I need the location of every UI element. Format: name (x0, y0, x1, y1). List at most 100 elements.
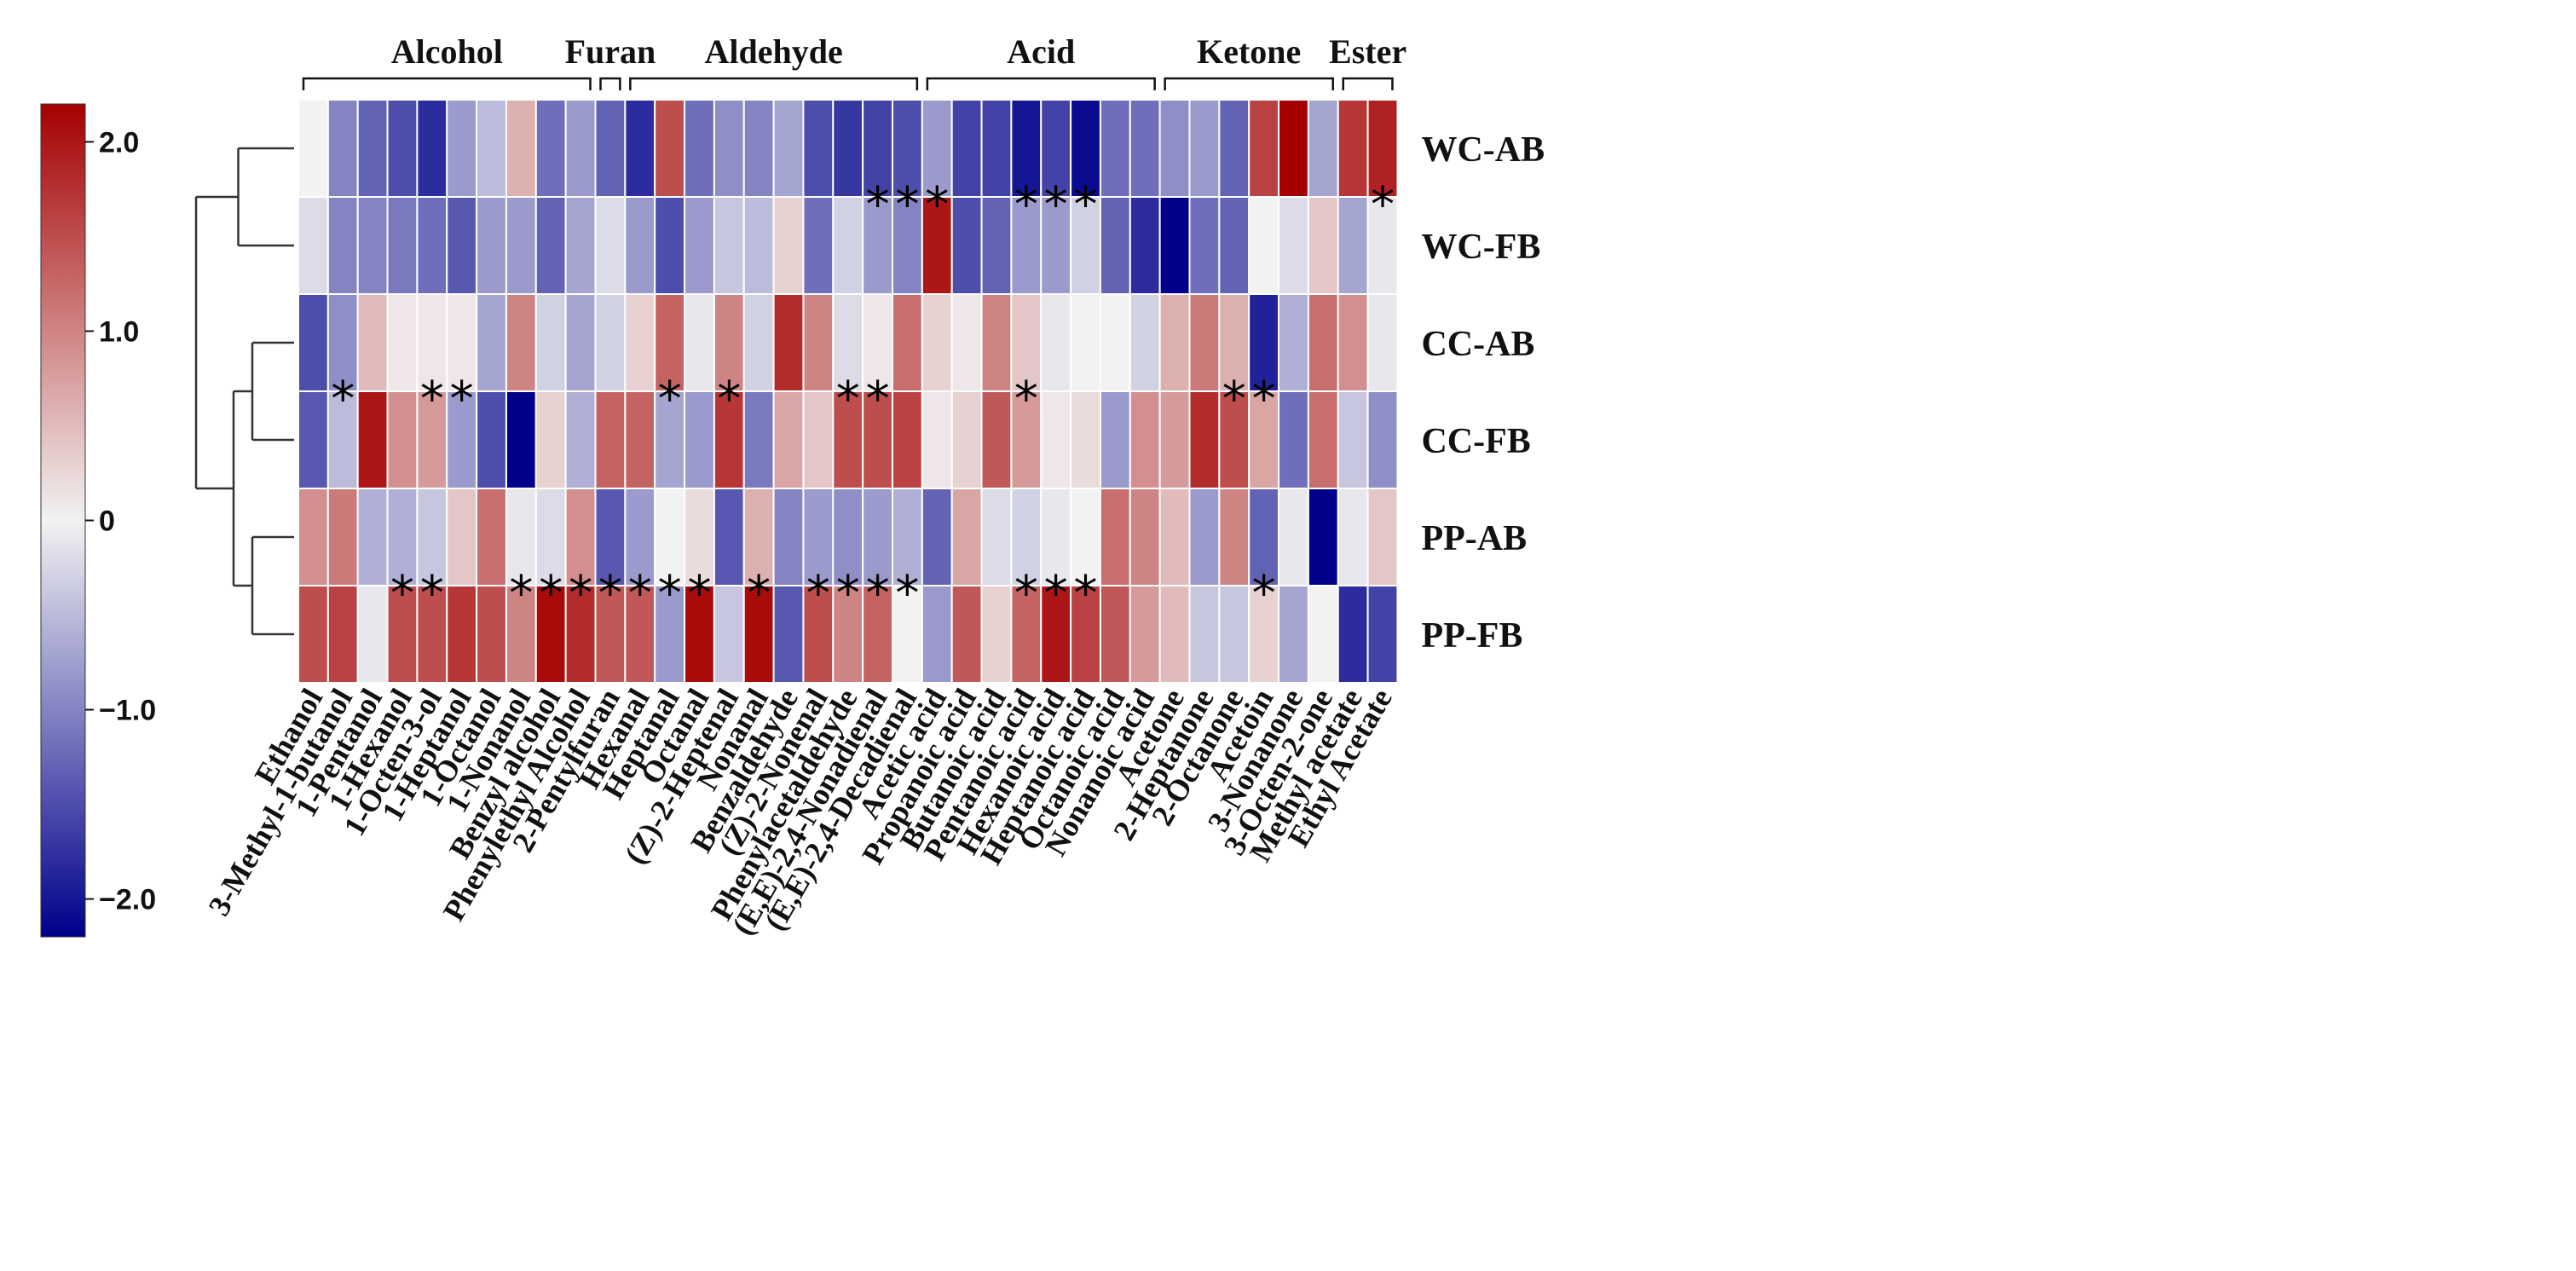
heatmap-cell (832, 196, 864, 295)
heatmap-cell (446, 99, 478, 198)
heatmap-cell (1307, 293, 1339, 392)
heatmap-cell (742, 585, 775, 684)
heatmap-cell (832, 390, 864, 489)
heatmap-cell (326, 293, 359, 392)
heatmap-cell (1129, 390, 1161, 489)
significance-asterisk: * (925, 177, 949, 233)
heatmap-cell (505, 293, 537, 392)
heatmap-cell (564, 390, 597, 489)
group-label: Alcohol (391, 32, 503, 71)
row-labels: WC-AB WC-FB CC-AB CC-FB PP-AB PP-FB (1421, 130, 1545, 656)
heatmap-cell (1040, 488, 1072, 586)
heatmap-cell (1099, 390, 1131, 489)
heatmap-cell (416, 196, 448, 295)
heatmap-cell (1099, 488, 1131, 586)
heatmap-cell (684, 390, 715, 489)
heatmap-cell (1099, 196, 1131, 295)
heatmap-cell (921, 293, 953, 392)
heatmap-cell (386, 390, 419, 489)
heatmap-cell (772, 390, 805, 489)
heatmap-cell (772, 99, 805, 198)
heatmap-cell (624, 390, 656, 489)
significance-asterisk: * (390, 566, 414, 621)
significance-asterisk: * (1074, 566, 1098, 621)
heatmap-cell (1366, 196, 1399, 295)
group-bracket (599, 77, 621, 90)
heatmap-cell (1129, 196, 1161, 295)
colorbar-tick-label: −2.0 (99, 884, 156, 916)
heatmap-cell (297, 99, 329, 198)
heatmap-cell (1158, 196, 1191, 295)
significance-asterisk: * (658, 372, 682, 427)
row-label: CC-FB (1421, 422, 1530, 461)
heatmap-cell (802, 196, 835, 295)
heatmap-cell (862, 99, 894, 198)
heatmap-cell (564, 488, 597, 586)
heatmap-cell (1366, 585, 1399, 684)
heatmap-cell (1010, 585, 1043, 684)
heatmap-cell (1129, 99, 1161, 198)
heatmap-cell (980, 196, 1013, 295)
heatmap-cell (980, 585, 1013, 684)
heatmap-cell (1307, 99, 1339, 198)
heatmap-cell (326, 99, 359, 198)
heatmap-cell (980, 488, 1013, 586)
heatmap-cell (446, 585, 478, 684)
heatmap-cell (326, 488, 359, 586)
heatmap-cell (772, 488, 805, 586)
heatmap-cell (713, 390, 745, 489)
significance-asterisk: * (539, 566, 563, 621)
group-bracket (1164, 77, 1334, 90)
heatmap-cell (1337, 196, 1369, 295)
heatmap-cell (742, 293, 775, 392)
heatmap-cell (594, 488, 627, 586)
heatmap-cell (564, 293, 597, 392)
row-label: WC-AB (1421, 130, 1545, 170)
heatmap-cell (802, 585, 835, 684)
heatmap-cell (1158, 390, 1191, 489)
heatmap-cell (654, 99, 686, 198)
heatmap-cell (950, 196, 983, 295)
heatmap-cell (356, 488, 389, 586)
significance-asterisk: * (509, 566, 533, 621)
heatmap-cell (980, 293, 1013, 392)
heatmap-cell (505, 99, 537, 198)
heatmap-cells (297, 99, 1399, 684)
heatmap-cell (297, 196, 329, 295)
heatmap-cell (921, 488, 953, 586)
significance-markers: * * * * * * ** * * * * * * * * ** * * * * * * * * * * * * * * * * * (331, 177, 1395, 621)
heatmap-cell (476, 293, 507, 392)
row-label: PP-FB (1421, 616, 1522, 656)
heatmap-cell (1040, 390, 1072, 489)
significance-asterisk: * (1252, 566, 1276, 621)
heatmap-cell (654, 488, 686, 586)
significance-asterisk: * (866, 177, 890, 233)
group-label: Aldehyde (704, 32, 842, 71)
heatmap-cell (802, 293, 835, 392)
heatmap-cell (534, 99, 567, 198)
heatmap-cell (980, 99, 1013, 198)
heatmap-cell (446, 196, 478, 295)
significance-asterisk: * (450, 372, 474, 427)
significance-asterisk: * (866, 372, 890, 427)
heatmap-cell (772, 585, 805, 684)
significance-asterisk: * (1074, 177, 1098, 233)
heatmap-cell (1366, 488, 1399, 586)
heatmap-cell (476, 196, 507, 295)
heatmap-cell (505, 585, 537, 684)
heatmap-cell (1188, 99, 1221, 198)
heatmap-cell (802, 99, 835, 198)
heatmap-cell (534, 585, 567, 684)
heatmap-cell (1218, 585, 1250, 684)
heatmap-cell (1070, 99, 1101, 198)
heatmap-cell (1010, 99, 1043, 198)
colorbar-tick-label: −1.0 (99, 695, 156, 727)
heatmap-cell (476, 585, 507, 684)
heatmap-cell (921, 390, 953, 489)
heatmap-cell (921, 585, 953, 684)
heatmap-cell (534, 390, 567, 489)
significance-asterisk: * (836, 372, 860, 427)
significance-asterisk: * (866, 566, 890, 621)
heatmap-cell (534, 196, 567, 295)
